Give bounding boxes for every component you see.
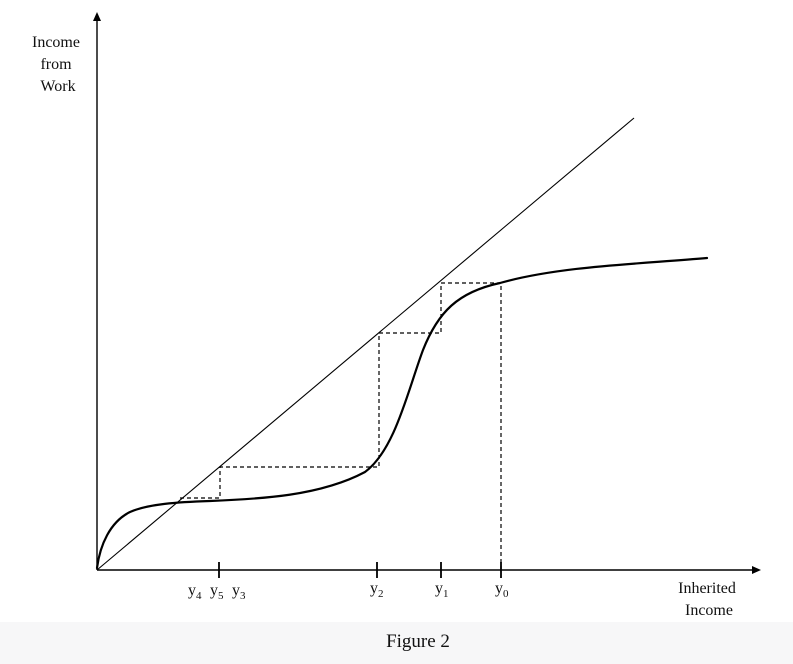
x-axis-label: Inherited Income (678, 580, 740, 619)
figure-caption: Figure 2 (386, 631, 450, 652)
label-y2: y2 (370, 580, 384, 600)
cobweb-dashed-path (180, 282, 502, 570)
label-y3: y3 (232, 582, 246, 602)
y-axis-label: Income from Work (32, 34, 84, 95)
label-y5: y5 (210, 582, 224, 602)
forty-five-degree-line (96, 117, 635, 571)
label-y0: y0 (495, 580, 509, 600)
footer-band (0, 622, 793, 664)
income-curve (95, 256, 709, 570)
label-y1: y1 (435, 580, 449, 600)
label-y4: y4 (188, 582, 202, 602)
